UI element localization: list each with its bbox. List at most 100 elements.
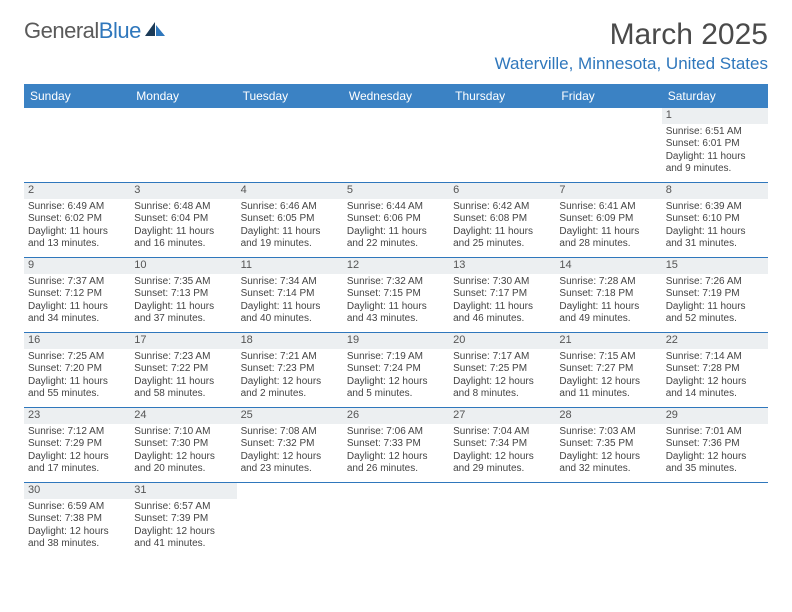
daylight-text: Daylight: 12 hours and 2 minutes.: [241, 376, 339, 401]
day-number: 23: [24, 408, 130, 424]
sunset-text: Sunset: 6:02 PM: [28, 213, 126, 226]
day-cell: [555, 483, 661, 557]
day-header-row: Sunday Monday Tuesday Wednesday Thursday…: [24, 84, 768, 108]
daylight-text: Daylight: 11 hours and 52 minutes.: [666, 301, 764, 326]
day-number: 19: [343, 333, 449, 349]
daylight-text: Daylight: 12 hours and 20 minutes.: [134, 451, 232, 476]
daylight-text: Daylight: 11 hours and 55 minutes.: [28, 376, 126, 401]
daylight-text: Daylight: 12 hours and 26 minutes.: [347, 451, 445, 476]
week-row: 2Sunrise: 6:49 AMSunset: 6:02 PMDaylight…: [24, 183, 768, 258]
daylight-text: Daylight: 11 hours and 40 minutes.: [241, 301, 339, 326]
header: GeneralBlue March 2025 Waterville, Minne…: [24, 18, 768, 74]
location-text: Waterville, Minnesota, United States: [495, 54, 768, 74]
daylight-text: Daylight: 11 hours and 16 minutes.: [134, 226, 232, 251]
weeks-container: 1Sunrise: 6:51 AMSunset: 6:01 PMDaylight…: [24, 108, 768, 557]
day-cell: 4Sunrise: 6:46 AMSunset: 6:05 PMDaylight…: [237, 183, 343, 257]
day-cell: 20Sunrise: 7:17 AMSunset: 7:25 PMDayligh…: [449, 333, 555, 407]
sunrise-text: Sunrise: 7:26 AM: [666, 276, 764, 289]
day-number: 5: [343, 183, 449, 199]
daylight-text: Daylight: 11 hours and 28 minutes.: [559, 226, 657, 251]
sunset-text: Sunset: 7:22 PM: [134, 363, 232, 376]
sunrise-text: Sunrise: 6:41 AM: [559, 201, 657, 214]
day-cell: 31 Sunrise: 6:57 AMSunset: 7:39 PMDayligh…: [130, 483, 236, 557]
sunrise-text: Sunrise: 7:19 AM: [347, 351, 445, 364]
sunset-text: Sunset: 7:20 PM: [28, 363, 126, 376]
day-cell: 5Sunrise: 6:44 AMSunset: 6:06 PMDaylight…: [343, 183, 449, 257]
sunrise-text: Sunrise: 6:57 AM: [134, 501, 232, 514]
daylight-text: Daylight: 11 hours and 9 minutes.: [666, 151, 764, 176]
dayhead-wed: Wednesday: [343, 84, 449, 108]
sunset-text: Sunset: 7:35 PM: [559, 438, 657, 451]
daylight-text: Daylight: 11 hours and 25 minutes.: [453, 226, 551, 251]
sunrise-text: Sunrise: 7:32 AM: [347, 276, 445, 289]
day-number: 26: [343, 408, 449, 424]
daylight-text: Daylight: 12 hours and 38 minutes.: [28, 526, 126, 551]
sunset-text: Sunset: 7:18 PM: [559, 288, 657, 301]
day-number: 8: [662, 183, 768, 199]
sunrise-text: Sunrise: 6:49 AM: [28, 201, 126, 214]
sunrise-text: Sunrise: 7:04 AM: [453, 426, 551, 439]
day-number: 30: [24, 483, 130, 499]
sunrise-text: Sunrise: 7:21 AM: [241, 351, 339, 364]
sunrise-text: Sunrise: 7:34 AM: [241, 276, 339, 289]
daylight-text: Daylight: 11 hours and 43 minutes.: [347, 301, 445, 326]
day-number: 2: [24, 183, 130, 199]
day-number: 7: [555, 183, 661, 199]
daylight-text: Daylight: 12 hours and 14 minutes.: [666, 376, 764, 401]
day-cell: 10Sunrise: 7:35 AMSunset: 7:13 PMDayligh…: [130, 258, 236, 332]
sunset-text: Sunset: 7:30 PM: [134, 438, 232, 451]
sunrise-text: Sunrise: 6:48 AM: [134, 201, 232, 214]
brand-blue: Blue: [99, 18, 141, 44]
day-number: 24: [130, 408, 236, 424]
sunrise-text: Sunrise: 7:28 AM: [559, 276, 657, 289]
daylight-text: Daylight: 11 hours and 46 minutes.: [453, 301, 551, 326]
sunrise-text: Sunrise: 7:14 AM: [666, 351, 764, 364]
sunrise-text: Sunrise: 6:39 AM: [666, 201, 764, 214]
daylight-text: Daylight: 12 hours and 17 minutes.: [28, 451, 126, 476]
sunrise-text: Sunrise: 7:01 AM: [666, 426, 764, 439]
day-number: 14: [555, 258, 661, 274]
day-cell: 26Sunrise: 7:06 AMSunset: 7:33 PMDayligh…: [343, 408, 449, 482]
day-number: 21: [555, 333, 661, 349]
sunrise-text: Sunrise: 7:25 AM: [28, 351, 126, 364]
sunrise-text: Sunrise: 7:10 AM: [134, 426, 232, 439]
day-number: 9: [24, 258, 130, 274]
day-cell: 17Sunrise: 7:23 AMSunset: 7:22 PMDayligh…: [130, 333, 236, 407]
dayhead-thu: Thursday: [449, 84, 555, 108]
day-cell: 6Sunrise: 6:42 AMSunset: 6:08 PMDaylight…: [449, 183, 555, 257]
day-cell: 21Sunrise: 7:15 AMSunset: 7:27 PMDayligh…: [555, 333, 661, 407]
day-cell: 27Sunrise: 7:04 AMSunset: 7:34 PMDayligh…: [449, 408, 555, 482]
day-number: 29: [662, 408, 768, 424]
day-cell: [555, 108, 661, 182]
sunset-text: Sunset: 7:39 PM: [134, 513, 232, 526]
daylight-text: Daylight: 11 hours and 13 minutes.: [28, 226, 126, 251]
dayhead-sat: Saturday: [662, 84, 768, 108]
day-number: 13: [449, 258, 555, 274]
sunset-text: Sunset: 7:13 PM: [134, 288, 232, 301]
day-cell: 19Sunrise: 7:19 AMSunset: 7:24 PMDayligh…: [343, 333, 449, 407]
sunset-text: Sunset: 7:12 PM: [28, 288, 126, 301]
day-cell: 1Sunrise: 6:51 AMSunset: 6:01 PMDaylight…: [662, 108, 768, 182]
day-cell: 7Sunrise: 6:41 AMSunset: 6:09 PMDaylight…: [555, 183, 661, 257]
daylight-text: Daylight: 12 hours and 11 minutes.: [559, 376, 657, 401]
day-cell: [343, 108, 449, 182]
sunset-text: Sunset: 7:33 PM: [347, 438, 445, 451]
day-cell: 18Sunrise: 7:21 AMSunset: 7:23 PMDayligh…: [237, 333, 343, 407]
sunset-text: Sunset: 6:01 PM: [666, 138, 764, 151]
brand-general: General: [24, 18, 99, 44]
sunset-text: Sunset: 7:15 PM: [347, 288, 445, 301]
day-cell: 22Sunrise: 7:14 AMSunset: 7:28 PMDayligh…: [662, 333, 768, 407]
day-number: 31: [130, 483, 236, 499]
daylight-text: Daylight: 12 hours and 23 minutes.: [241, 451, 339, 476]
daylight-text: Daylight: 11 hours and 58 minutes.: [134, 376, 232, 401]
day-cell: 23Sunrise: 7:12 AMSunset: 7:29 PMDayligh…: [24, 408, 130, 482]
daylight-text: Daylight: 11 hours and 37 minutes.: [134, 301, 232, 326]
sunset-text: Sunset: 7:32 PM: [241, 438, 339, 451]
daylight-text: Daylight: 12 hours and 41 minutes.: [134, 526, 232, 551]
daylight-text: Daylight: 12 hours and 32 minutes.: [559, 451, 657, 476]
daylight-text: Daylight: 11 hours and 49 minutes.: [559, 301, 657, 326]
day-number: 11: [237, 258, 343, 274]
sunset-text: Sunset: 7:34 PM: [453, 438, 551, 451]
day-cell: 9Sunrise: 7:37 AMSunset: 7:12 PMDaylight…: [24, 258, 130, 332]
sunset-text: Sunset: 7:36 PM: [666, 438, 764, 451]
